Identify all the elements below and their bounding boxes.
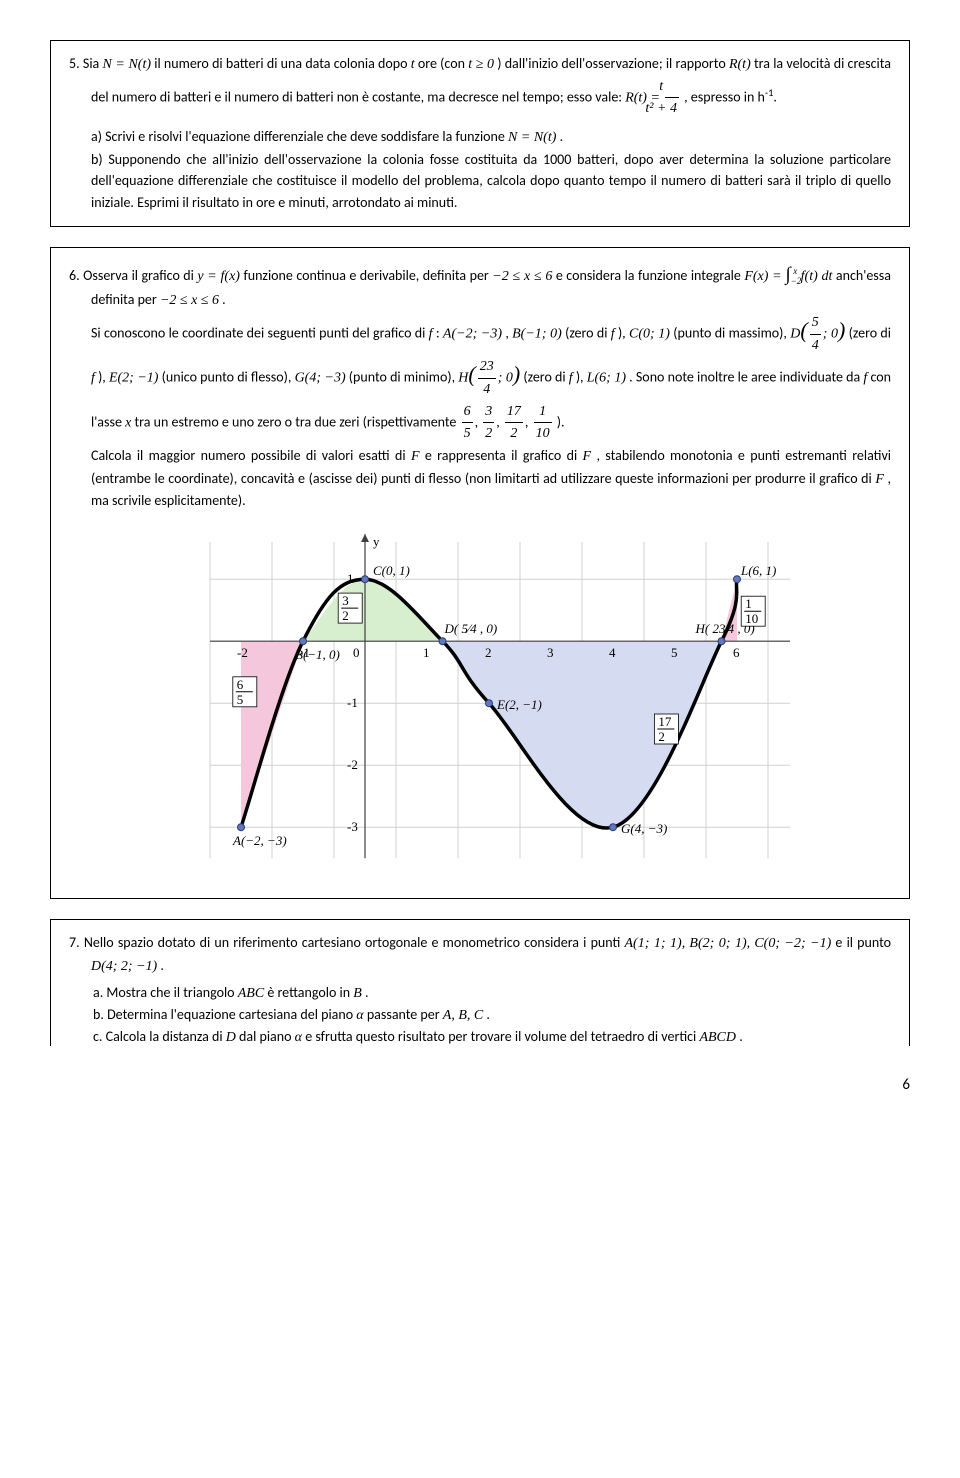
- problem-5-text: 5. Sia N = N(t) il numero di batteri di …: [69, 53, 891, 120]
- function-chart: xy-2-1123456-3-2-110A(−2, −3)B(−1, 0)C(0…: [170, 522, 790, 882]
- p6-line2: Si conoscono le coordinate dei seguenti …: [69, 312, 891, 445]
- p6-line1: 6. Osserva il grafico di y = f(x) funzio…: [69, 260, 891, 312]
- svg-text:0: 0: [353, 645, 360, 660]
- p6-line3: Calcola il maggior numero possibile di v…: [69, 445, 891, 512]
- problem-7: 7. Nello spazio dotato di un riferimento…: [50, 919, 910, 1045]
- svg-text:1: 1: [745, 596, 752, 611]
- svg-text:B(−1, 0): B(−1, 0): [295, 647, 340, 662]
- svg-text:G(4, −3): G(4, −3): [621, 821, 667, 836]
- svg-text:1: 1: [347, 571, 354, 586]
- svg-text:E(2, −1): E(2, −1): [496, 697, 542, 712]
- svg-text:-2: -2: [237, 645, 248, 660]
- svg-text:17: 17: [658, 714, 672, 729]
- svg-text:A(−2, −3): A(−2, −3): [232, 833, 287, 848]
- svg-text:-3: -3: [347, 819, 358, 834]
- svg-text:5: 5: [237, 692, 244, 707]
- p7-text: 7. Nello spazio dotato di un riferimento…: [69, 932, 891, 977]
- svg-text:L(6, 1): L(6, 1): [740, 563, 776, 578]
- num: 5.: [69, 55, 80, 72]
- svg-text:-2: -2: [347, 757, 358, 772]
- svg-text:1: 1: [423, 645, 430, 660]
- problem-6: 6. Osserva il grafico di y = f(x) funzio…: [50, 247, 910, 899]
- svg-text:2: 2: [342, 608, 349, 623]
- svg-text:10: 10: [745, 611, 758, 626]
- svg-text:D( 5⁄4 , 0): D( 5⁄4 , 0): [444, 621, 498, 636]
- p5-part-b: b) Supponendo che all'inizio dell'osserv…: [69, 149, 891, 214]
- chart-container: xy-2-1123456-3-2-110A(−2, −3)B(−1, 0)C(0…: [69, 522, 891, 886]
- svg-text:4: 4: [609, 645, 616, 660]
- p7-subparts: a. Mostra che il triangolo ABC è rettang…: [69, 984, 891, 1046]
- svg-text:2: 2: [485, 645, 492, 660]
- svg-text:2: 2: [658, 729, 665, 744]
- rt-fraction: t t² + 4: [665, 76, 679, 120]
- svg-text:5: 5: [671, 645, 678, 660]
- p5-part-a: a) Scrivi e risolvi l'equazione differen…: [69, 126, 891, 149]
- problem-5: 5. Sia N = N(t) il numero di batteri di …: [50, 40, 910, 227]
- svg-text:3: 3: [547, 645, 554, 660]
- page-number: 6: [50, 1076, 910, 1094]
- svg-text:y: y: [373, 534, 380, 549]
- svg-text:C(0, 1): C(0, 1): [373, 563, 410, 578]
- svg-text:6: 6: [237, 677, 244, 692]
- svg-text:3: 3: [342, 593, 349, 608]
- svg-text:-1: -1: [347, 695, 358, 710]
- svg-text:6: 6: [733, 645, 740, 660]
